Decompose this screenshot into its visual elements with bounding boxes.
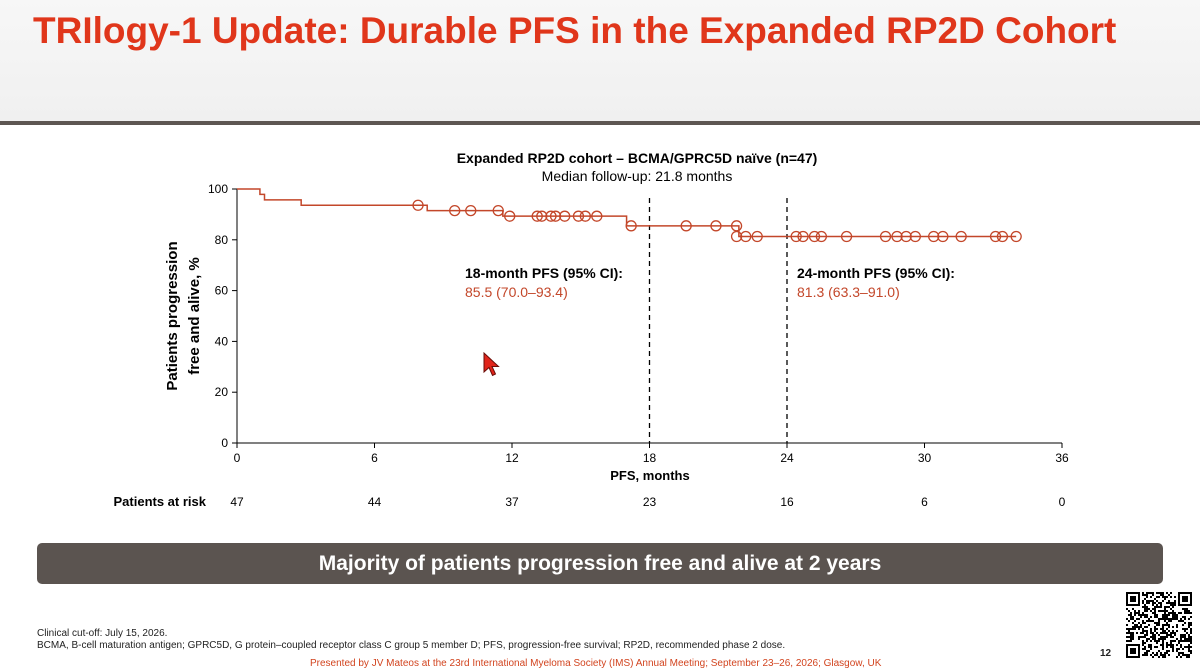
- y-axis-label: Patients progression free and alive, %: [164, 241, 203, 390]
- at-risk-row: 47 44 37 23 16 6 0: [230, 495, 1065, 509]
- x-tick-label: 24: [780, 451, 794, 465]
- censor-mark: [559, 210, 571, 222]
- footnotes: Clinical cut-off: July 15, 2026. BCMA, B…: [37, 628, 785, 652]
- x-tick-label: 0: [234, 451, 241, 465]
- slide-number: 12: [1100, 648, 1112, 659]
- qr-code-icon[interactable]: [1126, 592, 1192, 663]
- censor-mark: [591, 210, 603, 222]
- censor-mark: [937, 230, 949, 243]
- at-risk-count: 47: [230, 495, 244, 509]
- footnote-abbreviations: BCMA, B-cell maturation antigen; GPRC5D,…: [37, 640, 786, 651]
- at-risk-count: 37: [505, 495, 519, 509]
- slide-header: TRIlogy-1 Update: Durable PFS in the Exp…: [0, 0, 1200, 121]
- censor-mark: [996, 230, 1009, 243]
- at-risk-count: 16: [780, 495, 794, 509]
- censor-mark: [730, 220, 743, 232]
- censor-mark: [465, 204, 477, 217]
- at-risk-count: 6: [921, 495, 928, 509]
- axes: 0 20 40 60 80 100 0 6 12 18 24 30 36: [208, 182, 1069, 465]
- survival-step-line: [237, 188, 1017, 238]
- y-tick-label: 20: [215, 385, 229, 399]
- censor-mark: [531, 210, 543, 222]
- censor-mark: [790, 230, 802, 243]
- censor-mark: [879, 230, 892, 243]
- annotation-24-month-label: 24-month PFS (95% CI):: [797, 265, 955, 281]
- censor-mark: [797, 230, 809, 243]
- annotation-24-month: 24-month PFS (95% CI): 81.3 (63.3–91.0): [797, 265, 955, 300]
- y-tick-label: 0: [221, 436, 228, 450]
- censor-marks: [412, 199, 1022, 243]
- km-curve: [237, 188, 1017, 238]
- reference-lines: [648, 198, 788, 443]
- chart-title: Expanded RP2D cohort – BCMA/GPRC5D naïve…: [457, 150, 818, 166]
- header-divider: [0, 121, 1200, 125]
- slide-title: TRIlogy-1 Update: Durable PFS in the Exp…: [33, 10, 1117, 51]
- annotation-18-month: 18-month PFS (95% CI): 85.5 (70.0–93.4): [465, 265, 623, 300]
- y-tick-label: 100: [208, 182, 228, 196]
- censor-mark: [572, 210, 585, 222]
- censor-mark: [536, 210, 548, 222]
- censor-mark: [891, 230, 903, 243]
- annotation-18-month-value: 85.5 (70.0–93.4): [465, 284, 568, 300]
- censor-mark: [545, 210, 557, 222]
- y-axis-label-line-2: free and alive, %: [186, 257, 203, 375]
- x-axis-label: PFS, months: [610, 468, 689, 483]
- censor-mark: [412, 199, 424, 211]
- censor-mark: [840, 230, 853, 243]
- censor-mark: [549, 210, 562, 222]
- at-risk-count: 23: [643, 495, 657, 509]
- censor-mark: [730, 230, 743, 243]
- censor-mark: [808, 230, 821, 243]
- x-tick-label: 30: [918, 451, 932, 465]
- censor-mark: [989, 230, 1002, 243]
- y-tick-label: 40: [215, 334, 229, 348]
- x-tick-label: 6: [371, 451, 378, 465]
- at-risk-count: 0: [1059, 495, 1066, 509]
- x-tick-label: 36: [1055, 451, 1069, 465]
- censor-mark: [680, 220, 692, 232]
- y-tick-label: 60: [215, 284, 229, 298]
- km-chart: Expanded RP2D cohort – BCMA/GPRC5D naïve…: [114, 150, 1069, 509]
- x-tick-label: 18: [643, 451, 657, 465]
- censor-mark: [909, 230, 921, 243]
- censor-mark: [740, 230, 752, 243]
- footnote-cutoff: Clinical cut-off: July 15, 2026.: [37, 628, 168, 639]
- censor-mark: [492, 204, 504, 217]
- censor-mark: [900, 230, 912, 243]
- censor-mark: [579, 210, 591, 222]
- at-risk-label: Patients at risk: [114, 494, 207, 509]
- censor-mark: [1010, 230, 1022, 243]
- chart-subtitle: Median follow-up: 21.8 months: [542, 168, 733, 184]
- censor-mark: [504, 210, 516, 222]
- censor-mark: [625, 220, 637, 232]
- mouse-cursor-icon: [483, 351, 503, 383]
- censor-mark: [928, 230, 940, 243]
- annotation-18-month-label: 18-month PFS (95% CI):: [465, 265, 623, 281]
- censor-mark: [955, 230, 967, 243]
- censor-mark: [449, 204, 461, 217]
- censor-mark: [815, 230, 828, 243]
- y-axis-label-line-1: Patients progression: [164, 241, 181, 390]
- censor-mark: [751, 230, 763, 243]
- key-message-banner: Majority of patients progression free an…: [37, 543, 1163, 584]
- annotation-24-month-value: 81.3 (63.3–91.0): [797, 284, 900, 300]
- censor-mark: [710, 220, 722, 232]
- at-risk-count: 44: [368, 495, 382, 509]
- x-tick-label: 12: [505, 451, 519, 465]
- y-tick-label: 80: [215, 233, 229, 247]
